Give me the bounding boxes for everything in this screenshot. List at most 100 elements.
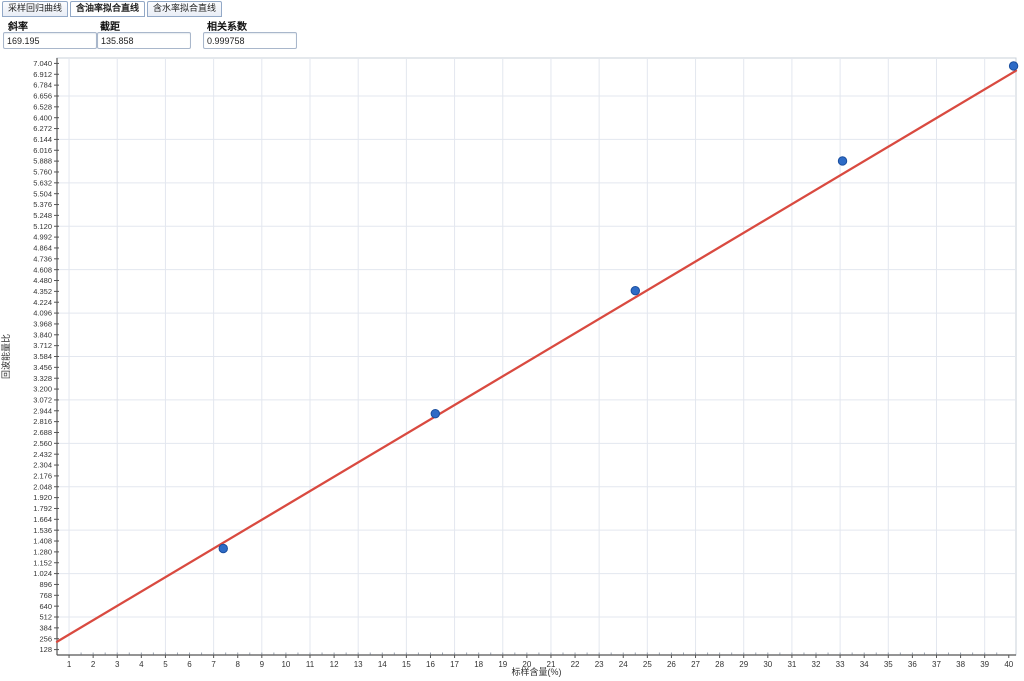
y-tick-label: 5.888: [33, 157, 52, 166]
x-tick-label: 35: [884, 660, 893, 669]
x-tick-label: 30: [763, 660, 772, 669]
data-point: [630, 285, 640, 296]
tab-water-content-fit-line[interactable]: 含水率拟合直线: [147, 1, 223, 17]
y-tick-label: 6.528: [33, 102, 52, 111]
x-tick-label: 6: [187, 660, 192, 669]
x-tick-label: 5: [163, 660, 168, 669]
x-tick-label: 18: [474, 660, 483, 669]
x-tick-label: 9: [260, 660, 265, 669]
x-tick-label: 39: [980, 660, 989, 669]
x-tick-label: 36: [908, 660, 917, 669]
x-tick-label: 22: [571, 660, 580, 669]
x-tick-label: 11: [306, 660, 315, 669]
correlation-coefficient-field[interactable]: [203, 32, 297, 49]
y-tick-label: 5.760: [33, 168, 52, 177]
y-tick-label: 3.328: [33, 374, 52, 383]
x-tick-label: 8: [235, 660, 240, 669]
x-tick-label: 31: [787, 660, 796, 669]
y-tick-label: 1.920: [33, 493, 52, 502]
x-tick-label: 15: [402, 660, 411, 669]
x-tick-label: 3: [115, 660, 120, 669]
y-tick-label: 4.608: [33, 265, 52, 274]
y-tick-label: 384: [39, 623, 52, 632]
x-tick-label: 25: [643, 660, 652, 669]
tab-oil-content-fit-line[interactable]: 含油率拟合直线: [70, 1, 146, 17]
x-tick-label: 38: [956, 660, 965, 669]
y-tick-label: 4.864: [33, 244, 52, 253]
y-tick-label: 6.144: [33, 135, 52, 144]
x-tick-label: 23: [595, 660, 604, 669]
y-tick-label: 4.352: [33, 287, 52, 296]
y-tick-label: 2.432: [33, 450, 52, 459]
y-tick-label: 4.224: [33, 298, 52, 307]
y-tick-label: 1.664: [33, 515, 52, 524]
y-tick-label: 4.992: [33, 233, 52, 242]
y-tick-label: 4.480: [33, 276, 52, 285]
y-tick-label: 6.400: [33, 113, 52, 122]
y-tick-label: 2.304: [33, 461, 52, 470]
y-tick-label: 4.096: [33, 309, 52, 318]
y-tick-label: 640: [39, 602, 52, 611]
x-tick-label: 1: [67, 660, 72, 669]
y-tick-label: 896: [39, 580, 52, 589]
x-tick-label: 27: [691, 660, 700, 669]
header-panel: 采样回归曲线 含油率拟合直线 含水率拟合直线 斜率 截距 相关系数: [0, 0, 1024, 52]
x-tick-label: 19: [498, 660, 507, 669]
x-tick-label: 28: [715, 660, 724, 669]
x-tick-label: 40: [1004, 660, 1013, 669]
x-tick-label: 14: [378, 660, 387, 669]
data-point: [837, 156, 848, 166]
y-tick-label: 5.248: [33, 211, 52, 220]
data-point: [218, 543, 228, 554]
x-tick-label: 13: [354, 660, 363, 669]
tab-bar: 采样回归曲线 含油率拟合直线 含水率拟合直线: [2, 1, 223, 17]
y-tick-label: 3.072: [33, 396, 52, 405]
y-tick-label: 4.736: [33, 254, 52, 263]
x-tick-label: 2: [91, 660, 96, 669]
slope-label: 斜率: [8, 22, 28, 33]
y-tick-label: 3.584: [33, 352, 52, 361]
y-tick-label: 6.016: [33, 146, 52, 155]
y-tick-label: 3.456: [33, 363, 52, 372]
y-tick-label: 3.840: [33, 330, 52, 339]
slope-value-field[interactable]: [3, 32, 97, 49]
y-tick-label: 2.048: [33, 482, 52, 491]
intercept-label: 截距: [100, 22, 120, 33]
y-tick-label: 5.632: [33, 178, 52, 187]
x-tick-label: 34: [860, 660, 869, 669]
x-tick-label: 7: [211, 660, 216, 669]
x-tick-label: 24: [619, 660, 628, 669]
x-tick-label: 37: [932, 660, 941, 669]
y-tick-label: 2.560: [33, 439, 52, 448]
y-tick-label: 3.712: [33, 341, 52, 350]
y-tick-label: 128: [39, 645, 52, 654]
y-tick-label: 2.688: [33, 428, 52, 437]
x-tick-label: 29: [739, 660, 748, 669]
x-tick-label: 20: [522, 660, 531, 669]
y-tick-label: 1.024: [33, 569, 52, 578]
y-tick-label: 1.408: [33, 537, 52, 546]
correlation-coefficient-label: 相关系数: [207, 22, 247, 33]
x-tick-label: 33: [836, 660, 845, 669]
data-point: [1008, 61, 1019, 71]
y-tick-label: 6.912: [33, 70, 52, 79]
y-tick-label: 5.504: [33, 189, 52, 198]
y-tick-label: 768: [39, 591, 52, 600]
y-tick-label: 1.792: [33, 504, 52, 513]
y-tick-label: 3.200: [33, 385, 52, 394]
x-tick-label: 26: [667, 660, 676, 669]
x-tick-label: 32: [812, 660, 821, 669]
y-tick-label: 256: [39, 634, 52, 643]
y-tick-label: 1.152: [33, 558, 52, 567]
x-tick-label: 10: [281, 660, 290, 669]
y-axis-title: 回波能量比: [0, 334, 11, 379]
y-tick-label: 6.784: [33, 81, 52, 90]
y-tick-label: 5.376: [33, 200, 52, 209]
intercept-value-field[interactable]: [97, 32, 191, 49]
y-tick-label: 2.816: [33, 417, 52, 426]
data-point: [430, 408, 440, 419]
x-tick-label: 17: [450, 660, 459, 669]
tab-sample-regression-curve[interactable]: 采样回归曲线: [2, 1, 69, 17]
y-tick-label: 512: [39, 613, 52, 622]
